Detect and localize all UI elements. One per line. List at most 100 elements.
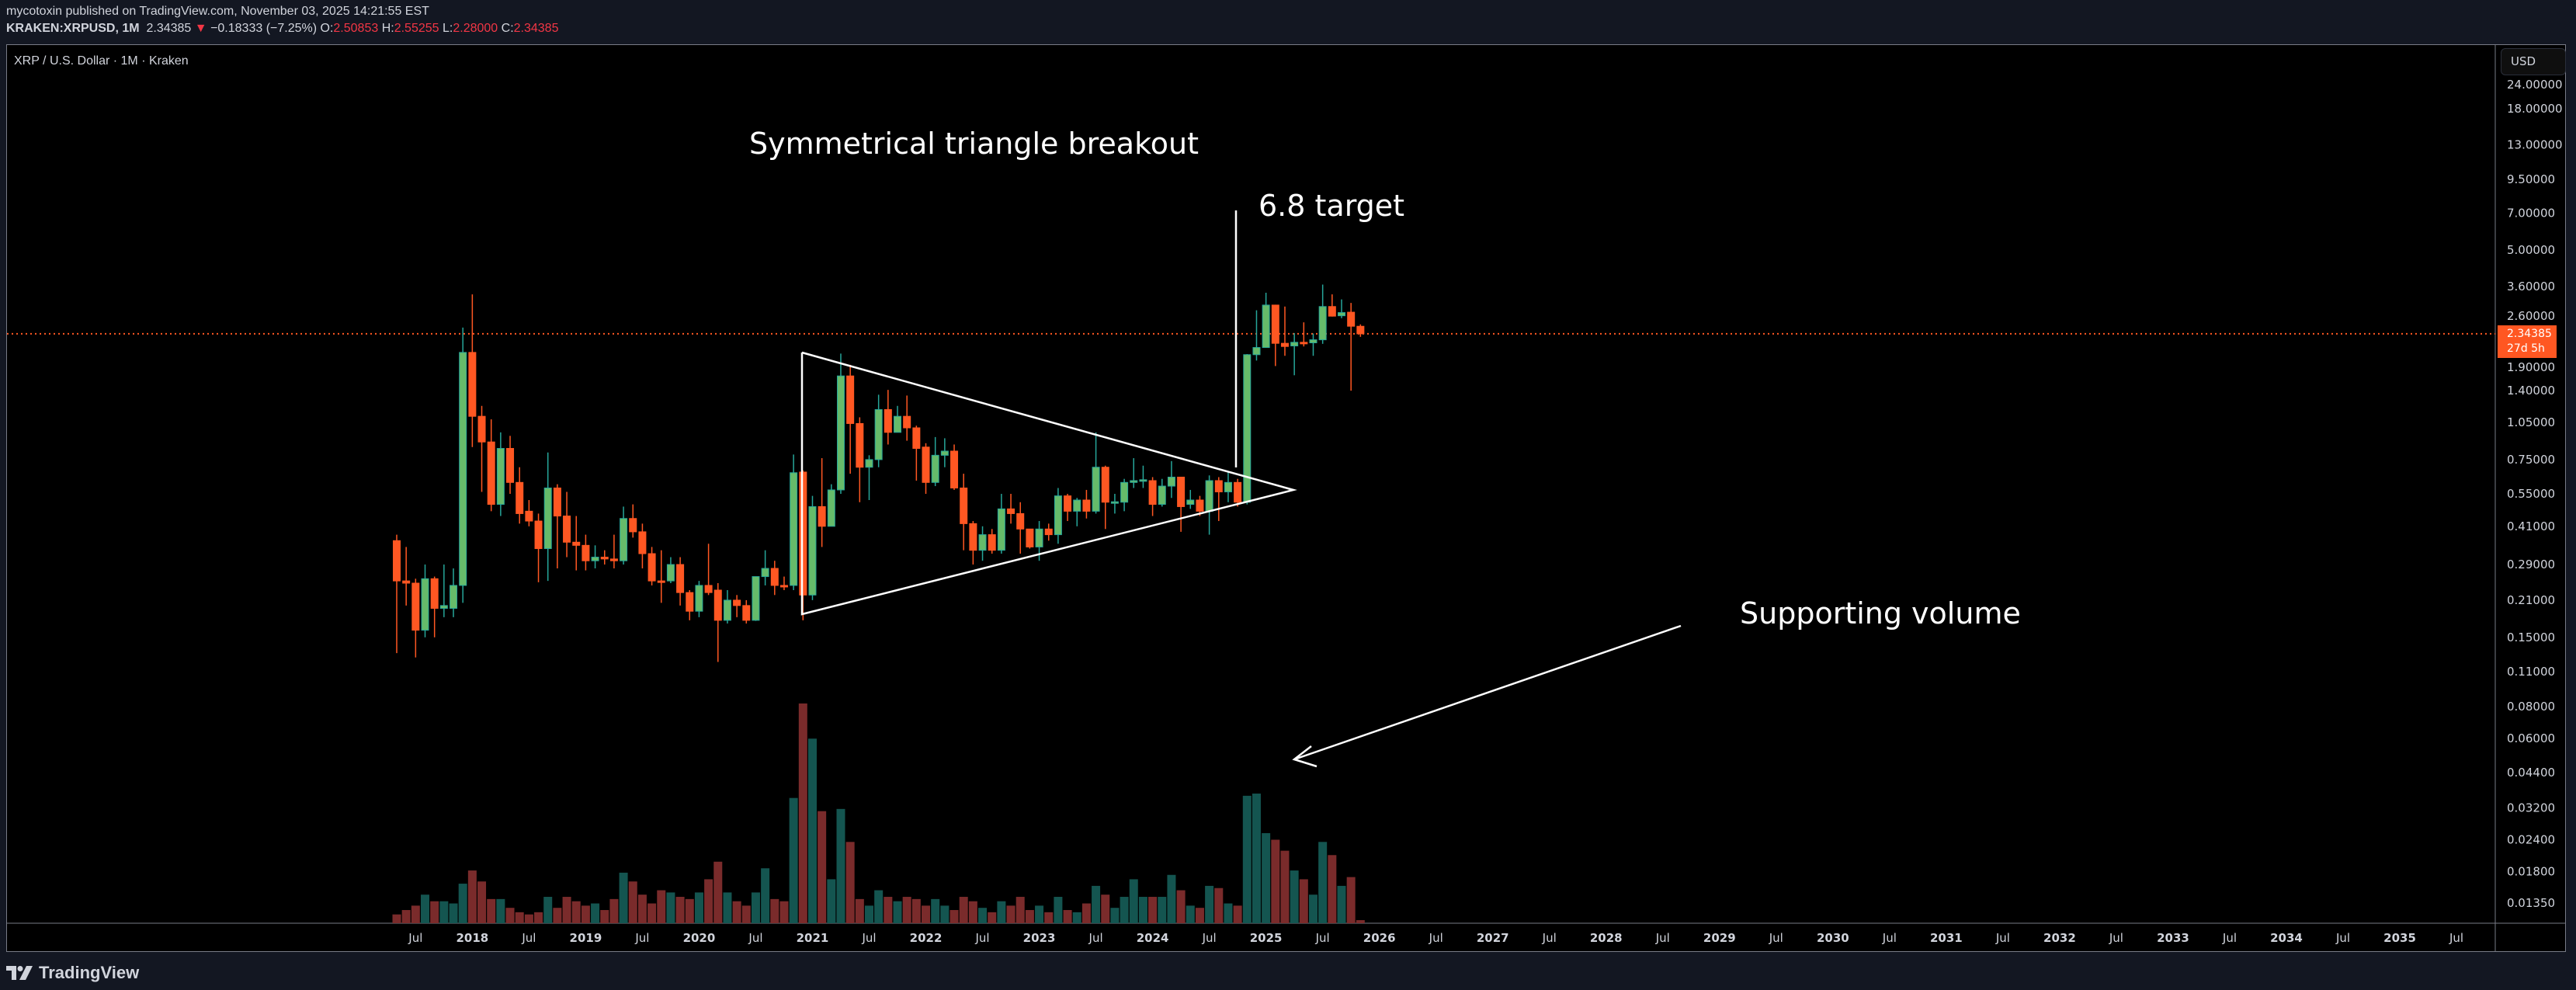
candle[interactable] (477, 405, 486, 492)
candle[interactable] (1016, 502, 1025, 554)
candle[interactable] (686, 589, 694, 620)
tradingview-logo[interactable]: TradingView (6, 963, 139, 983)
candle[interactable] (553, 484, 561, 569)
candle[interactable] (1262, 292, 1270, 349)
candle[interactable] (411, 578, 420, 658)
candle[interactable] (1318, 284, 1327, 344)
candle[interactable] (1224, 471, 1232, 502)
target-annotation[interactable]: 6.8 target (1258, 189, 1404, 223)
candle[interactable] (620, 506, 628, 565)
candle[interactable] (969, 521, 977, 565)
candle[interactable] (430, 576, 439, 637)
volume-arrow[interactable] (1293, 624, 1682, 761)
candle[interactable] (393, 534, 401, 654)
candle[interactable] (960, 474, 968, 551)
candle[interactable] (666, 557, 675, 584)
volume-annotation[interactable]: Supporting volume (1740, 596, 2021, 630)
candle[interactable] (506, 436, 515, 495)
candle[interactable] (496, 432, 505, 516)
candle[interactable] (827, 484, 835, 527)
candle[interactable] (790, 454, 798, 590)
candle[interactable] (1205, 475, 1213, 535)
candle[interactable] (516, 467, 524, 524)
candle[interactable] (1110, 494, 1119, 514)
candle[interactable] (534, 513, 543, 582)
candle[interactable] (742, 599, 751, 624)
candle[interactable] (1234, 478, 1242, 507)
candle[interactable] (1356, 324, 1365, 337)
chart-pane[interactable] (6, 44, 2566, 952)
candle[interactable] (1186, 489, 1195, 509)
candle[interactable] (487, 419, 495, 512)
candle[interactable] (1243, 354, 1252, 505)
candle[interactable] (459, 327, 467, 603)
candle[interactable] (1054, 488, 1062, 544)
candle[interactable] (799, 470, 807, 620)
candle[interactable] (940, 438, 949, 467)
candle[interactable] (1347, 303, 1356, 391)
candle[interactable] (894, 405, 902, 433)
candle[interactable] (1280, 306, 1289, 356)
pattern-annotation[interactable]: Symmetrical triangle breakout (749, 127, 1199, 161)
candle[interactable] (865, 455, 873, 500)
candle[interactable] (582, 534, 590, 571)
candle[interactable] (1271, 304, 1279, 366)
candle[interactable] (761, 550, 769, 585)
time-axis[interactable]: Jul 2018 Jul 2019 Jul 2020 Jul 2021 Jul 2022 Jul 20… (408, 931, 2463, 945)
candle[interactable] (950, 444, 959, 490)
candle[interactable] (402, 547, 411, 606)
candle[interactable] (468, 294, 477, 447)
candle[interactable] (818, 458, 826, 547)
candle[interactable] (752, 576, 760, 621)
candle[interactable] (421, 564, 429, 637)
candle[interactable] (647, 547, 656, 585)
candle[interactable] (1130, 458, 1138, 488)
candle[interactable] (1044, 523, 1053, 541)
candle[interactable] (1026, 528, 1034, 549)
candle[interactable] (884, 390, 892, 445)
candle[interactable] (931, 436, 939, 487)
candle[interactable] (1101, 465, 1109, 530)
candle[interactable] (543, 452, 552, 582)
candle[interactable] (856, 417, 864, 502)
candle[interactable] (591, 545, 599, 569)
candle[interactable] (657, 550, 665, 603)
candle[interactable] (676, 557, 685, 606)
candle[interactable] (808, 495, 817, 600)
candle[interactable] (723, 589, 731, 624)
symmetrical-triangle[interactable] (800, 351, 1297, 616)
candle[interactable] (450, 568, 458, 617)
candle[interactable] (922, 443, 930, 495)
candle[interactable] (1148, 477, 1157, 516)
candle[interactable] (609, 534, 618, 569)
candle[interactable] (563, 492, 571, 558)
candle[interactable] (912, 426, 921, 481)
candle[interactable] (770, 561, 779, 596)
candle[interactable] (1064, 494, 1072, 522)
candle[interactable] (1092, 432, 1100, 514)
candle[interactable] (1300, 322, 1308, 347)
currency-button[interactable]: USD (2501, 48, 2566, 75)
candle[interactable] (1139, 465, 1147, 488)
candle[interactable] (988, 529, 996, 554)
candle[interactable] (1082, 489, 1091, 519)
candle[interactable] (1252, 310, 1261, 361)
candle[interactable] (572, 516, 581, 571)
candle[interactable] (1007, 494, 1015, 524)
price-axis[interactable]: 24.00000 18.00000 13.00000 9.50000 7.00000 5.… (2507, 78, 2563, 910)
candle[interactable] (525, 499, 533, 526)
candle[interactable] (779, 576, 788, 590)
candle[interactable] (1073, 498, 1081, 526)
candle[interactable] (836, 353, 845, 495)
candle[interactable] (903, 395, 911, 441)
candle[interactable] (638, 523, 647, 569)
candle[interactable] (1214, 477, 1223, 522)
candle[interactable] (1120, 478, 1129, 512)
candle[interactable] (704, 544, 713, 596)
candle[interactable] (600, 550, 609, 565)
candle[interactable] (713, 583, 722, 662)
candle[interactable] (1167, 460, 1175, 498)
candle[interactable] (733, 595, 741, 617)
candle[interactable] (1177, 476, 1186, 532)
